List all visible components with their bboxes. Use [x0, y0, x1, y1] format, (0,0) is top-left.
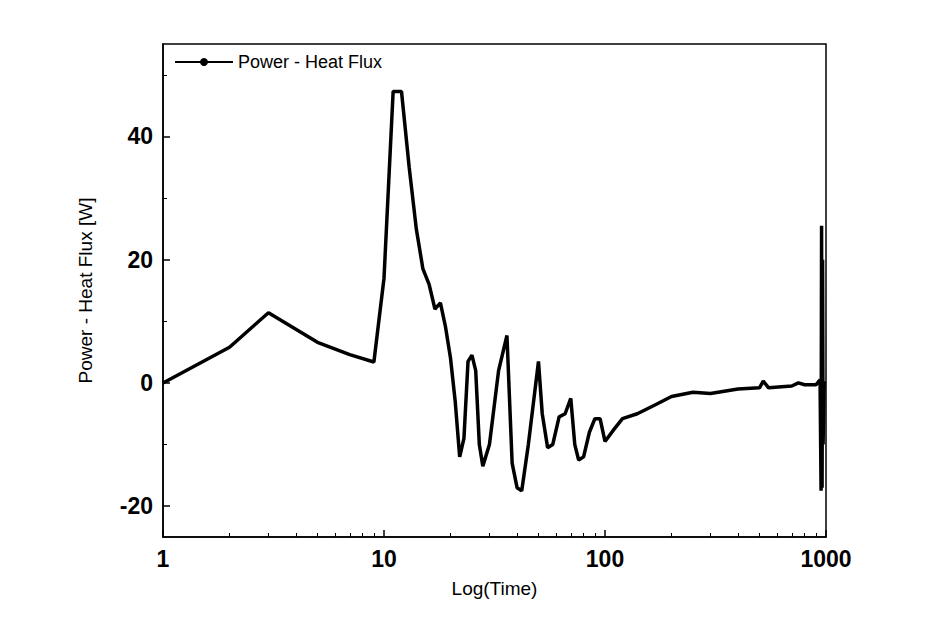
- svg-text:0: 0: [140, 370, 153, 396]
- svg-text:Log(Time): Log(Time): [452, 578, 538, 599]
- svg-text:10: 10: [371, 546, 397, 572]
- svg-text:100: 100: [586, 546, 624, 572]
- svg-text:Power - Heat Flux: Power - Heat Flux: [238, 52, 382, 72]
- svg-text:20: 20: [127, 247, 153, 273]
- svg-text:Power - Heat Flux [W]: Power - Heat Flux [W]: [75, 198, 96, 384]
- svg-text:-20: -20: [120, 493, 153, 519]
- svg-text:1: 1: [157, 546, 170, 572]
- svg-text:40: 40: [127, 123, 153, 149]
- svg-text:1000: 1000: [800, 546, 851, 572]
